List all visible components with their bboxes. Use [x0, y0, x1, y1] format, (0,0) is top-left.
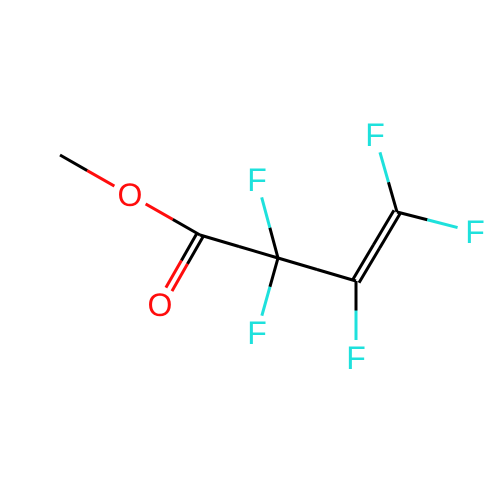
atom-label-o: O: [148, 287, 173, 323]
atom-label-o: O: [118, 177, 143, 213]
atom-label-f: F: [365, 117, 385, 153]
atom-label-f: F: [247, 315, 267, 351]
atom-label-f: F: [465, 214, 485, 250]
atom-label-f: F: [247, 162, 267, 198]
atom-label-f: F: [346, 340, 366, 376]
molecule-diagram: O O F F F F F: [0, 0, 500, 500]
